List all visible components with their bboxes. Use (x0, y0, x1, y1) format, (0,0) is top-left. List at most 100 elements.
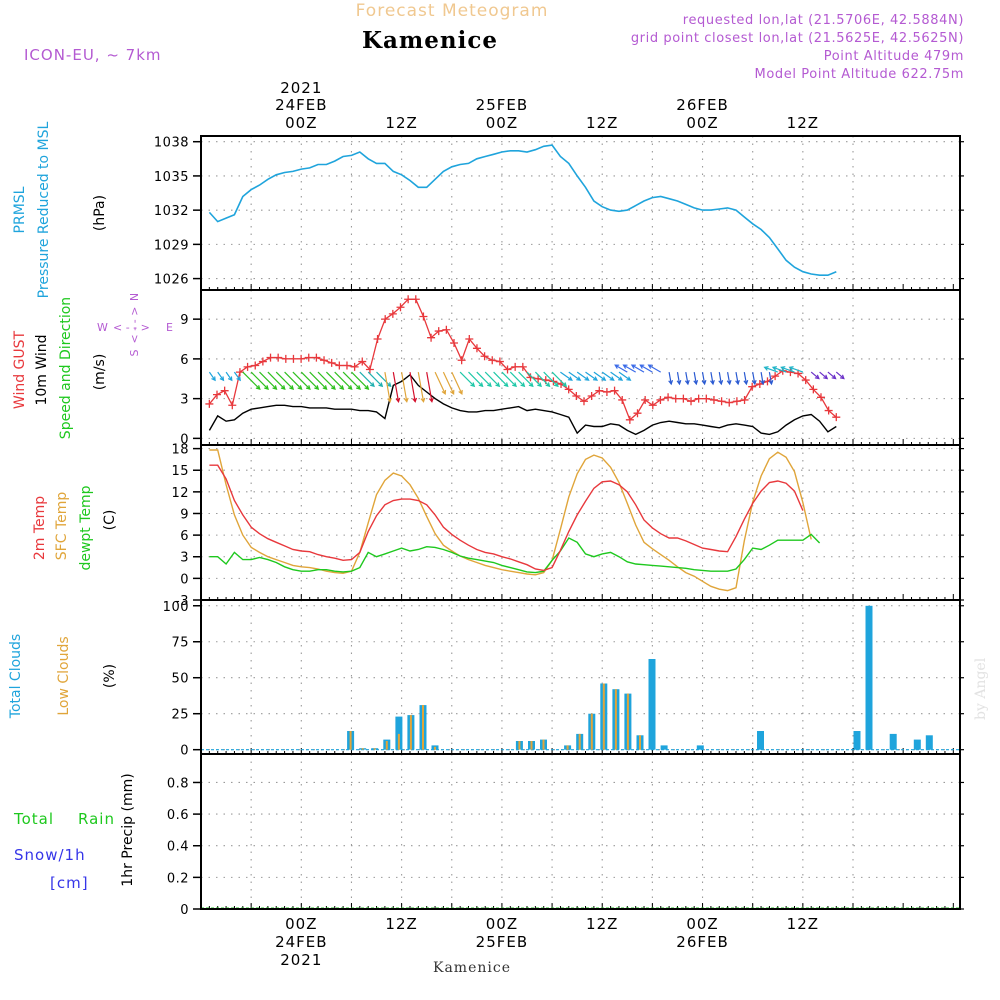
wind-direction-arrow (351, 371, 370, 390)
gust-marker (801, 376, 810, 385)
wind-direction-arrow (493, 371, 509, 388)
wind-direction-arrow (284, 371, 303, 390)
low-cloud-bar (409, 715, 412, 750)
gust-marker (694, 394, 703, 403)
total-cloud-bar (660, 745, 668, 750)
wind-direction-arrow (788, 366, 804, 373)
footer-location: Kamenice (433, 960, 511, 976)
gust-marker (816, 393, 825, 402)
gust-marker (633, 409, 642, 418)
gust-marker (289, 354, 298, 363)
requested-coords: requested lon,lat (21.5706E, 42.5884N) (683, 13, 964, 28)
wind-direction-arrow (760, 372, 765, 386)
bottom-date-label: 26FEB (676, 933, 728, 951)
wind-direction-arrow (300, 371, 320, 390)
wind-direction-arrow (710, 371, 715, 386)
gust-marker (266, 353, 275, 362)
gust-marker (771, 372, 780, 381)
wind-direction-arrow (468, 371, 484, 388)
wind-direction-arrow (827, 371, 837, 380)
low-cloud-bar (349, 731, 352, 750)
gust-marker (572, 391, 581, 400)
gust-marker (740, 395, 749, 404)
panel-precip: 0 0.2 0.4 0.6 0.8 (167, 753, 964, 918)
pressure-ytick-label: 1038 (154, 136, 189, 151)
wind-direction-arrow (560, 371, 573, 381)
gust-marker (381, 315, 390, 324)
gust-marker (534, 374, 543, 383)
wind-direction-arrow (392, 371, 401, 403)
low-cloud-bar (397, 733, 400, 750)
temp-ylabel-dewpt: dewpt Temp (78, 485, 94, 570)
precip-frame (200, 753, 961, 910)
wind-direction-arrow (835, 371, 845, 380)
gust-marker (427, 333, 436, 342)
wind-ylabel-unit: (m/s) (92, 354, 108, 391)
wind-direction-arrow (242, 371, 261, 390)
gust-marker (396, 303, 405, 312)
wind-direction-arrow (647, 364, 662, 373)
bottom-hour-label: 12Z (586, 915, 618, 933)
wind-direction-arrow (484, 371, 501, 388)
temp-ylabel-unit: (C) (102, 510, 118, 531)
precip-ytick-label: 0.8 (167, 776, 189, 791)
wind-direction-arrow (622, 364, 636, 373)
gust-marker (404, 295, 413, 304)
wind-direction-arrow (275, 371, 295, 390)
total-cloud-bar (889, 733, 897, 750)
gust-marker (411, 295, 420, 304)
gust-marker (564, 385, 573, 394)
temperature-ytick-label: 15 (171, 464, 189, 479)
gust-marker (465, 335, 474, 344)
total-cloud-bar (696, 745, 704, 750)
pressure-ylabel-unit: (hPa) (92, 195, 108, 231)
gust-marker (243, 362, 252, 371)
compass-arrows: < - - > (113, 321, 150, 334)
clouds-ytick-label: 25 (171, 708, 189, 723)
temperature-ytick-label: 3 (180, 551, 189, 566)
total-cloud-bar (648, 659, 656, 750)
gust-marker (587, 391, 596, 400)
bottom-date-label: 25FEB (476, 933, 528, 951)
total-cloud-bar (395, 716, 403, 750)
precip-ylabel: 1hr Precip (mm) (120, 773, 136, 886)
temperature-ytick-label: 0 (180, 572, 189, 587)
temperature-ytick-label: 18 (171, 443, 189, 458)
gust-marker (702, 394, 711, 403)
wind-direction-arrow (693, 371, 699, 386)
wind-direction-arrow (718, 372, 724, 386)
pressure-ytick-label: 1029 (154, 238, 189, 253)
gust-marker (648, 401, 657, 410)
gust-marker (304, 353, 313, 362)
clouds-plot-area (201, 600, 960, 754)
gust-marker (709, 395, 718, 404)
gust-marker (480, 352, 489, 361)
gust-marker (832, 413, 841, 422)
wind-direction-arrow (434, 371, 447, 396)
wind-ylabel-gust: Wind GUST (12, 330, 28, 409)
wind-direction-arrow (780, 366, 795, 373)
wind-direction-arrow (459, 371, 476, 388)
wind-direction-arrow (810, 371, 820, 380)
temperature-ytick-label: 9 (180, 507, 189, 522)
bottom-hour-label: 00Z (486, 915, 518, 933)
clouds-ylabel-low: Low Clouds (56, 636, 72, 715)
temperature-ytick-label: 6 (180, 529, 189, 544)
wind-direction-arrow (518, 371, 534, 388)
gust-marker (472, 344, 481, 353)
gust-marker (664, 393, 673, 402)
gust-marker (625, 415, 634, 424)
pressure-ytick-label: 1032 (154, 204, 189, 219)
low-cloud-bar (566, 745, 569, 750)
gust-marker (503, 365, 512, 374)
wind-direction-arrow (426, 371, 434, 403)
wind-direction-arrow (768, 371, 774, 386)
wind-direction-arrow (476, 371, 492, 388)
gust-marker (350, 362, 359, 371)
gust-marker (365, 365, 374, 374)
top-hour-label: 12Z (787, 114, 819, 132)
gust-marker (213, 390, 222, 399)
wind-ytick-label: 3 (180, 393, 189, 408)
top-date-label: 25FEB (476, 96, 528, 114)
